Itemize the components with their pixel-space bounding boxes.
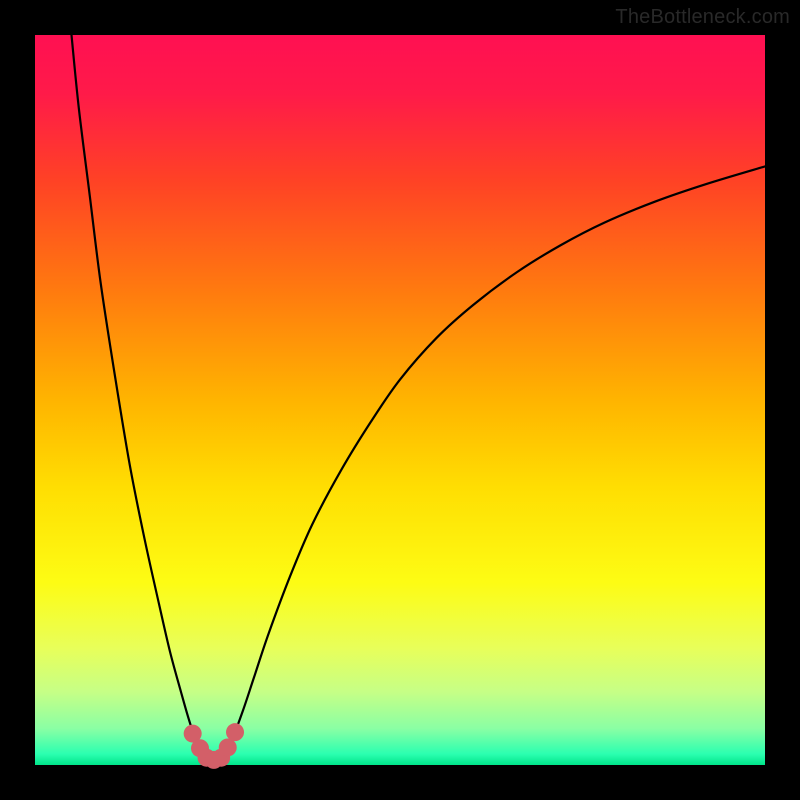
trough-markers	[184, 723, 244, 769]
plot-svg	[35, 35, 765, 765]
trough-marker	[226, 723, 244, 741]
trough-marker	[219, 738, 237, 756]
stage: TheBottleneck.com	[0, 0, 800, 800]
watermark-text: TheBottleneck.com	[615, 6, 790, 29]
bottleneck-curve	[72, 35, 766, 761]
